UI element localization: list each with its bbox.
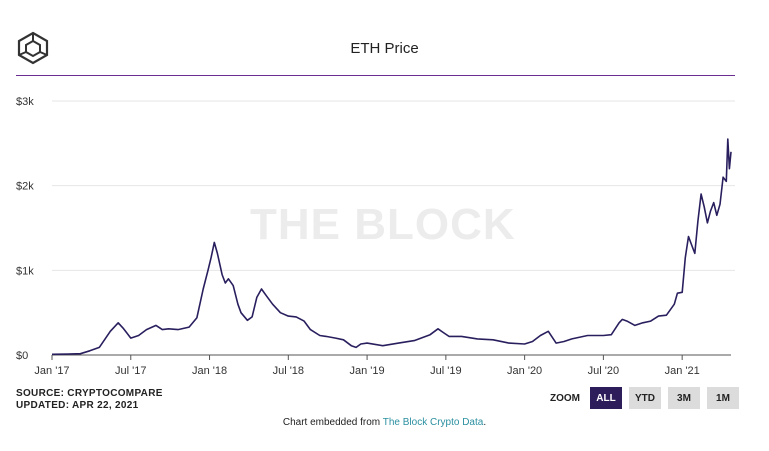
series-line-eth-price: [51, 138, 732, 356]
x-tick-label-0: Jan '17: [34, 365, 69, 377]
header-divider: [16, 75, 735, 76]
the-block-data-link[interactable]: The Block Crypto Data: [382, 417, 484, 428]
x-tick-label-4: Jan '19: [350, 365, 385, 377]
y-tick-label-0: $0: [16, 350, 28, 362]
x-tick-label-1: Jul '17: [115, 365, 146, 377]
x-tick-label-7: Jul '20: [588, 365, 619, 377]
the-block-cube-icon: [17, 31, 49, 65]
embed-note: Chart embedded from The Block Crypto Dat…: [0, 417, 769, 428]
x-tick-label-3: Jul '18: [273, 365, 304, 377]
watermark: THE BLOCK: [250, 200, 516, 249]
embed-prefix: Chart embedded from: [282, 417, 383, 428]
x-tick-label-5: Jul '19: [430, 365, 461, 377]
y-tick-label-1: $1k: [16, 265, 34, 277]
axes: $0 $1k $2k $3k Jan '17 Jul '17 Jan '18 Jul '18 J…: [16, 96, 731, 377]
zoom-3m-button[interactable]: 3M: [668, 387, 700, 409]
zoom-label: ZOOM: [550, 392, 580, 404]
zoom-ytd-button[interactable]: YTD: [629, 387, 661, 409]
chart-title: ETH Price: [350, 40, 419, 57]
y-tick-label-2: $2k: [16, 181, 34, 193]
source-info: SOURCE: CRYPTOCOMPARE UPDATED: APR 22, 2…: [16, 388, 163, 412]
source-label: SOURCE: CRYPTOCOMPARE: [16, 388, 163, 399]
x-tick-label-2: Jan '18: [192, 365, 227, 377]
x-tick-label-8: Jan '21: [665, 365, 700, 377]
y-tick-label-3: $3k: [16, 96, 34, 108]
embed-suffix: .: [483, 417, 487, 428]
x-tick-label-6: Jan '20: [507, 365, 542, 377]
gridlines: [52, 100, 735, 271]
zoom-all-button[interactable]: ALL: [590, 387, 622, 409]
zoom-controls: ZOOM ALL YTD 3M 1M: [550, 387, 739, 409]
series-layer: [51, 138, 732, 356]
zoom-1m-button[interactable]: 1M: [707, 387, 739, 409]
updated-label: UPDATED: APR 22, 2021: [16, 400, 139, 411]
